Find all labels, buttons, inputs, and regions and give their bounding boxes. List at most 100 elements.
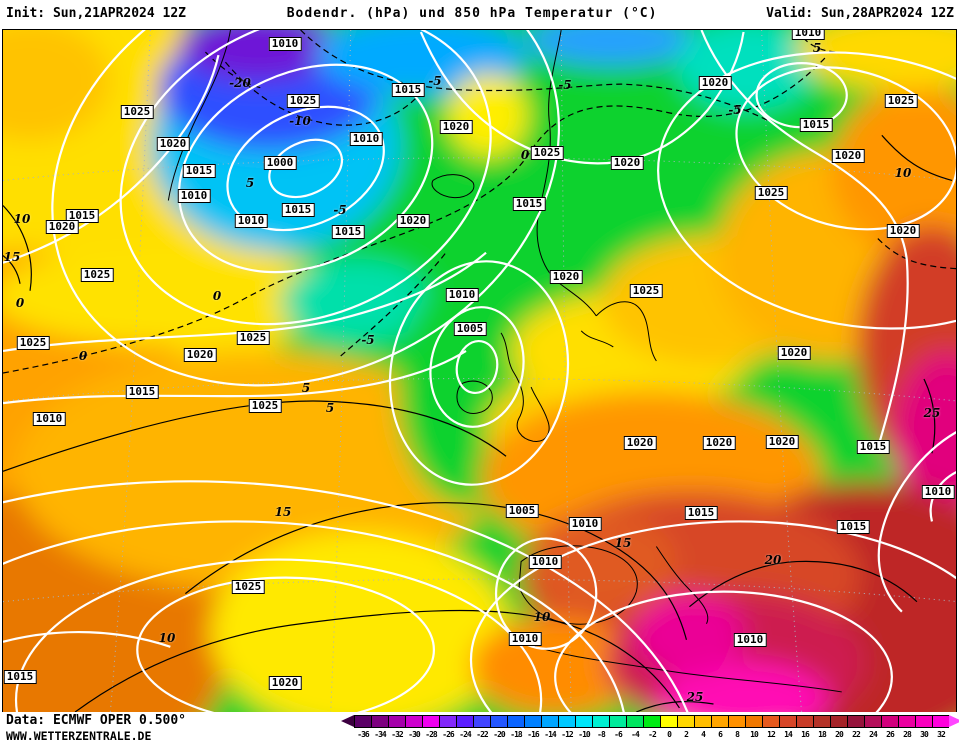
- colorbar-cell: -36: [354, 715, 371, 739]
- pressure-label: 1020: [702, 436, 736, 450]
- temperature-label: 5: [325, 401, 335, 415]
- pressure-label: 1010: [733, 633, 767, 647]
- colorbar-cell: 16: [796, 715, 813, 739]
- colorbar-tick-label: -36: [357, 730, 369, 739]
- colorbar-tick-label: -14: [544, 730, 556, 739]
- colorbar-cell: 18: [813, 715, 830, 739]
- colorbar-cell: 22: [847, 715, 864, 739]
- pressure-label: 1015: [684, 506, 718, 520]
- colorbar-tick-label: 26: [886, 730, 895, 739]
- valid-time: Valid: Sun,28APR2024 12Z: [766, 6, 954, 21]
- colorbar-tick-label: 4: [701, 730, 706, 739]
- colorbar-tick-label: 12: [767, 730, 776, 739]
- colorbar-right-arrow: [949, 715, 959, 727]
- pressure-label: 1010: [349, 132, 383, 146]
- colorbar-tick-label: -22: [476, 730, 488, 739]
- pressure-label: 1025: [16, 336, 50, 350]
- pressure-label: 1020: [183, 348, 217, 362]
- colorbar-tick-label: 30: [920, 730, 929, 739]
- temperature-label: 20: [764, 553, 782, 567]
- pressure-label: 1010: [177, 189, 211, 203]
- temperature-label: 15: [3, 250, 21, 264]
- colorbar-cell: -8: [592, 715, 609, 739]
- credits: Data: ECMWF OPER 0.500° WWW.WETTERZENTRA…: [6, 713, 186, 741]
- temperature-label: 10: [894, 166, 912, 180]
- pressure-label: 1010: [445, 288, 479, 302]
- colorbar-cell: 8: [728, 715, 745, 739]
- pressure-label: 1020: [156, 137, 190, 151]
- pressure-label: 1010: [921, 485, 955, 499]
- temperature-label: -5: [728, 103, 742, 117]
- colorbar-cell: -16: [524, 715, 541, 739]
- pressure-label: 1015: [182, 164, 216, 178]
- colorbar-left-arrow: [341, 715, 354, 727]
- pressure-label: 1015: [281, 203, 315, 217]
- pressure-label: 1015: [65, 209, 99, 223]
- colorbar-tick-label: -12: [561, 730, 573, 739]
- map-canvas: 1010 1015 1025 1025 1020 1010 1020 1000 1015 1010…: [2, 29, 957, 713]
- temperature-label: -5: [428, 74, 442, 88]
- colorbar-cell: -20: [490, 715, 507, 739]
- pressure-label: 1020: [831, 149, 865, 163]
- pressure-label: 1020: [439, 120, 473, 134]
- pressure-label: 1015: [125, 385, 159, 399]
- colorbar-cell: 2: [677, 715, 694, 739]
- colorbar-tick-label: -28: [425, 730, 437, 739]
- pressure-label: 1010: [32, 412, 66, 426]
- colorbar-tick-label: 28: [903, 730, 912, 739]
- colorbar-tick-label: 20: [835, 730, 844, 739]
- pressure-label: 1020: [623, 436, 657, 450]
- pressure-label: 1010: [268, 37, 302, 51]
- colorbar-tick-label: -8: [597, 730, 606, 739]
- temperature-label: 0: [212, 289, 222, 303]
- temperature-label: 10: [13, 212, 31, 226]
- pressure-label: 1010: [568, 517, 602, 531]
- colorbar-tick-label: -32: [391, 730, 403, 739]
- colorbar-cell: 6: [711, 715, 728, 739]
- temperature-label: 15: [614, 536, 632, 550]
- pressure-label: 1025: [80, 268, 114, 282]
- temperature-label: -5: [558, 78, 572, 92]
- data-source: Data: ECMWF OPER 0.500°: [6, 713, 187, 728]
- colorbar-cell: 0: [660, 715, 677, 739]
- temperature-label: 0: [78, 349, 88, 363]
- temperature-label: -5: [333, 203, 347, 217]
- colorbar-tick-label: 8: [735, 730, 740, 739]
- pressure-label: 1020: [45, 220, 79, 234]
- colorbar-tick-label: -24: [459, 730, 471, 739]
- colorbar-tick-label: -4: [631, 730, 640, 739]
- colorbar-cell: -24: [456, 715, 473, 739]
- colorbar-cell: 12: [762, 715, 779, 739]
- weather-field-svg: [3, 30, 956, 712]
- colorbar-cell: 20: [830, 715, 847, 739]
- colorbar-tick-label: 2: [684, 730, 689, 739]
- temperature-label: -10: [289, 114, 311, 128]
- colorbar-cell: 26: [881, 715, 898, 739]
- temperature-label: 10: [158, 631, 176, 645]
- colorbar-tick-label: -6: [614, 730, 623, 739]
- colorbar-cell: 10: [745, 715, 762, 739]
- colorbar-cell: -32: [388, 715, 405, 739]
- colorbar-tick-label: -16: [527, 730, 539, 739]
- pressure-label: 1025: [530, 146, 564, 160]
- temperature-label: -5: [361, 333, 375, 347]
- pressure-label: 1025: [248, 399, 282, 413]
- colorbar-tick-label: -26: [442, 730, 454, 739]
- temperature-label: 0: [520, 148, 530, 162]
- colorbar-cell: -22: [473, 715, 490, 739]
- colorbar-cell: -26: [439, 715, 456, 739]
- colorbar-cell: 14: [779, 715, 796, 739]
- pressure-label: 1025: [231, 580, 265, 594]
- temperature-label: 5: [812, 41, 822, 55]
- map-title: Bodendr. (hPa) und 850 hPa Temperatur (°…: [286, 6, 658, 21]
- footer-bar: Data: ECMWF OPER 0.500° WWW.WETTERZENTRA…: [0, 712, 959, 741]
- colorbar-cell: -18: [507, 715, 524, 739]
- website-url: WWW.WETTERZENTRALE.DE: [6, 729, 152, 741]
- temperature-label: 25: [923, 406, 941, 420]
- pressure-label: 1020: [268, 676, 302, 690]
- colorbar-tick-label: -34: [374, 730, 386, 739]
- pressure-label: 1020: [886, 224, 920, 238]
- pressure-label: 1015: [512, 197, 546, 211]
- temperature-label: 25: [686, 690, 704, 704]
